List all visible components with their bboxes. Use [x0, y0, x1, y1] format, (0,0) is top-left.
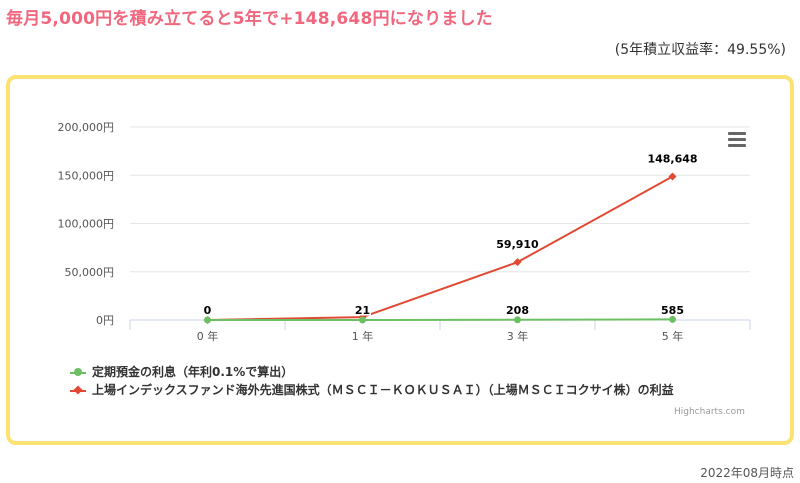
- y-tick-label: 50,000円: [65, 266, 115, 279]
- data-label: 585: [661, 304, 684, 317]
- legend-label-deposit: 定期預金の利息（年利0.1%で算出）: [92, 365, 294, 379]
- y-tick-label: 100,000円: [58, 218, 115, 231]
- data-label: 21: [355, 304, 370, 317]
- x-tick-label: 1 年: [352, 329, 374, 343]
- data-label: 59,910: [496, 238, 539, 251]
- legend-item-deposit[interactable]: 定期預金の利息（年利0.1%で算出）: [70, 363, 674, 381]
- chart-legend: 定期預金の利息（年利0.1%で算出） 上場インデックスファンド海外先進国株式（Ｍ…: [70, 363, 674, 399]
- data-point: [204, 316, 211, 324]
- x-tick-label: 5 年: [662, 329, 684, 343]
- series-line: [207, 318, 673, 321]
- chart-frame: [6, 75, 794, 445]
- data-point: [513, 258, 522, 267]
- series-line: [207, 175, 673, 321]
- as-of-date: 2022年08月時点: [700, 466, 794, 480]
- data-point: [668, 172, 677, 181]
- data-point: [359, 316, 366, 324]
- page-headline: 毎月5,000円を積み立てると5年で+148,648円になりました: [6, 9, 493, 29]
- x-tick-label: 3 年: [507, 329, 529, 343]
- return-rate-subtitle: (5年積立収益率：49.55%): [614, 42, 786, 58]
- y-tick-label: 200,000円: [58, 121, 115, 134]
- legend-item-fund[interactable]: 上場インデックスファンド海外先進国株式（ＭＳＣＩ－ＫＯＫＵＳＡＩ）（上場ＭＳＣＩ…: [70, 381, 674, 399]
- data-label: 0: [204, 304, 212, 317]
- legend-diamond-marker: [70, 385, 86, 395]
- legend-circle-marker: [70, 368, 86, 376]
- chart-menu-icon[interactable]: [726, 130, 748, 148]
- y-tick-label: 150,000円: [58, 169, 115, 182]
- data-point: [514, 316, 521, 324]
- highcharts-credits[interactable]: Highcharts.com: [674, 407, 745, 417]
- x-tick-label: 0 年: [197, 329, 219, 343]
- data-label: 148,648: [647, 153, 697, 166]
- legend-label-fund: 上場インデックスファンド海外先進国株式（ＭＳＣＩ－ＫＯＫＵＳＡＩ）（上場ＭＳＣＩ…: [92, 383, 674, 397]
- data-label: 208: [506, 304, 529, 317]
- y-tick-label: 0円: [96, 314, 114, 327]
- data-point: [669, 315, 676, 323]
